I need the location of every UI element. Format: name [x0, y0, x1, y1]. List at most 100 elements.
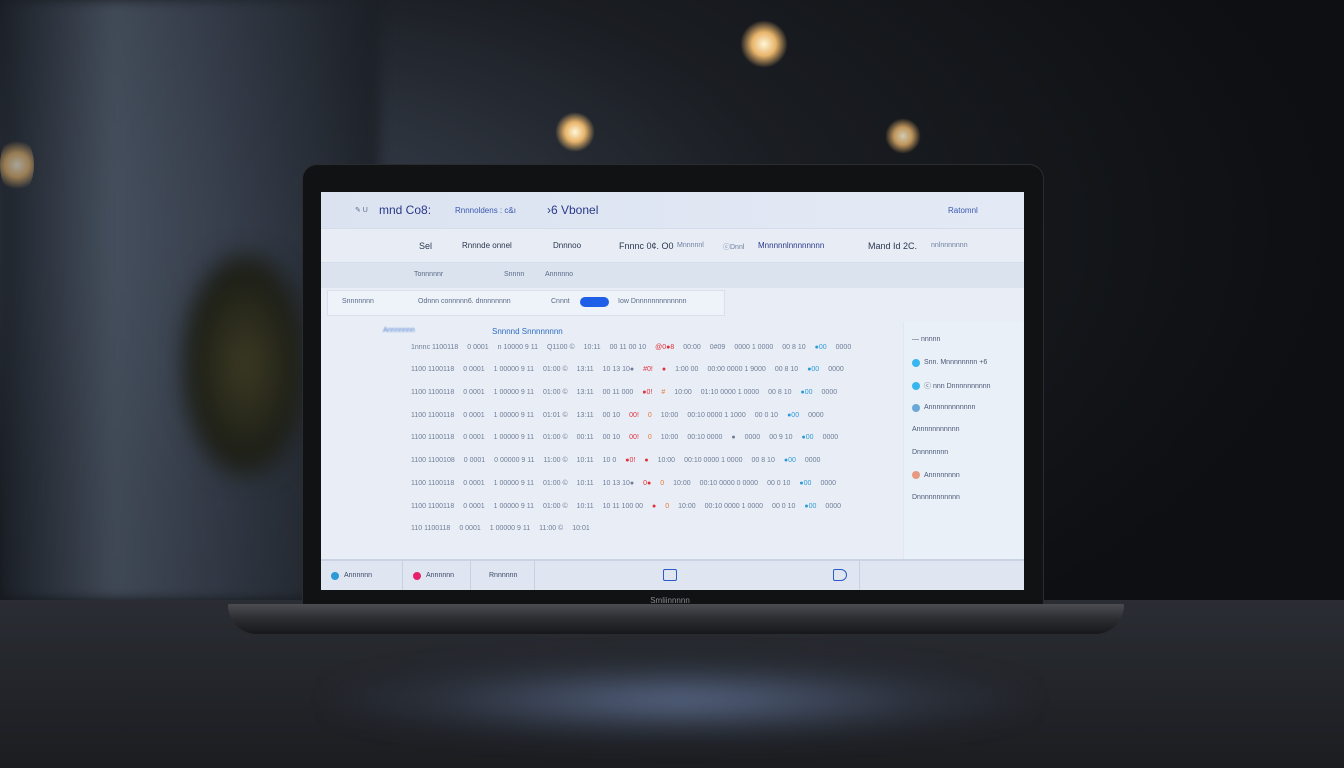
- table-cell: 00 10: [602, 434, 621, 441]
- table-row[interactable]: 1nnnc 1100118 0 0001 n 10000 9 11 Q1100 © 10…: [411, 344, 851, 351]
- table-cell: 0000: [820, 480, 837, 487]
- table-cell: 0: [647, 412, 652, 419]
- table-cell: 13:11: [576, 366, 594, 373]
- header-bar: ✎ U mnd Co8: Rnnnoldens : c&ı ›6 Vbonel …: [321, 192, 1024, 228]
- nav-item[interactable]: Dnnnoo: [553, 241, 582, 250]
- right-panel-label: Dnnnnnnnnnnn: [912, 493, 960, 501]
- table-cell: 00:10 0000 1 0000: [684, 457, 743, 464]
- status-dot: [912, 358, 920, 367]
- table-cell: 00 11 00 10: [609, 344, 647, 351]
- right-panel-label: Dnnnnnnnn: [912, 448, 949, 456]
- table-cell: 0 0001: [463, 457, 486, 464]
- table-cell: 110 1100118: [411, 525, 451, 532]
- filter-text[interactable]: Odnnn connnnn6. dnnnnnnnn: [418, 298, 511, 305]
- table-cell: 00:10 0000: [687, 434, 723, 441]
- table-cell: 1100 1100108: [411, 457, 455, 464]
- nav-item[interactable]: Sel: [419, 241, 433, 251]
- table-row[interactable]: 110 1100118 0 0001 1 00000 9 11 11:00 © 10:0…: [411, 525, 590, 532]
- window-light: [0, 135, 34, 195]
- table-cell: 00 8 10: [768, 389, 792, 396]
- table-row[interactable]: 1100 1100118 0 0001 1 00000 9 11 01:00 © 13:…: [411, 389, 837, 396]
- right-panel-item[interactable]: — nnnnn: [912, 336, 940, 343]
- table-cell: 0: [647, 434, 652, 441]
- nav-item[interactable]: Rnnnde onnel: [462, 241, 512, 250]
- table-cell: ●: [651, 503, 657, 510]
- header-account-link[interactable]: Ratomnl: [948, 206, 978, 215]
- table-cell: 1100 1100118: [411, 389, 455, 396]
- right-panel-item[interactable]: Dnnnnnnnnnnn: [912, 494, 960, 501]
- table-row[interactable]: 1100 1100118 0 0001 1 00000 9 11 01:00 © 00:…: [411, 434, 838, 441]
- filter-label: Snnnnnnn: [342, 298, 374, 305]
- nav-item[interactable]: ⓒDnnl: [723, 244, 745, 251]
- nav-item[interactable]: Mnnnnnlnnnnnnnn: [758, 241, 825, 250]
- table-row[interactable]: 1100 1100118 0 0001 1 00000 9 11 01:00 © 10:…: [411, 503, 841, 510]
- table-cell: ●: [731, 434, 736, 441]
- subnav-item[interactable]: Annnnno: [545, 271, 574, 278]
- table-cell: ●00: [783, 457, 796, 464]
- table-cell: 0000: [804, 457, 821, 464]
- filter-toggle[interactable]: [580, 297, 609, 307]
- table-cell: 1100 1100118: [411, 412, 455, 419]
- table-row[interactable]: 1100 1100108 0 0001 0 00000 9 11 11:00 © 10:…: [411, 457, 820, 464]
- footer-item[interactable]: Annnnnn: [321, 561, 403, 590]
- table-cell: 00 8 10: [782, 344, 806, 351]
- right-panel-item[interactable]: Snn. Mnnnnnnnn +6: [912, 358, 987, 367]
- table-cell: 0000: [808, 412, 824, 419]
- table-cell: 0000: [828, 366, 844, 373]
- table-cell: ●00: [787, 412, 800, 419]
- table-cell: 00 0 10: [754, 412, 779, 419]
- table-cell: 00:10 0000 1 0000: [704, 503, 764, 510]
- right-panel-item[interactable]: Annnnnnnnnnn: [912, 426, 960, 433]
- table-cell: 0 0001: [463, 503, 485, 510]
- table-row[interactable]: 1100 1100118 0 0001 1 00000 9 11 01:01 © 13:…: [411, 412, 824, 419]
- table-row[interactable]: 1100 1100118 0 0001 1 00000 9 11 01:00 © 13:…: [411, 366, 844, 373]
- table-cell: 1 00000 9 11: [493, 503, 534, 510]
- subnav-item[interactable]: Snnnn: [504, 271, 525, 278]
- status-dot: [912, 403, 920, 412]
- table-row[interactable]: 1100 1100118 0 0001 1 00000 9 11 01:00 © 10:…: [411, 480, 836, 487]
- table-cell: 0000: [821, 389, 838, 396]
- table-cell: 0 0001: [463, 412, 485, 419]
- right-panel-item[interactable]: ⓒ nnn Dnnnnnnnnnn: [912, 381, 991, 391]
- table-cell: 00:11: [576, 434, 594, 441]
- section-left[interactable]: Annnnnnn: [383, 327, 415, 334]
- right-panel-label: Annnnnnnnnnnn: [924, 404, 976, 411]
- status-dot: [413, 571, 421, 580]
- device-icon[interactable]: [833, 569, 847, 581]
- nav-item[interactable]: Mand Id 2C.: [868, 241, 918, 251]
- table-cell: 0 0001: [463, 389, 485, 396]
- footer-item[interactable]: Annnnnn: [403, 561, 471, 590]
- nav-item[interactable]: Fnnnc 0¢. O0: [619, 241, 674, 251]
- right-panel: — nnnnn Snn. Mnnnnnnnn +6 ⓒ nnn Dnnnnnnnnn…: [903, 322, 1023, 562]
- table-cell: 1 00000 9 11: [493, 434, 534, 441]
- subnav-item[interactable]: Tonnnnnr: [414, 271, 444, 278]
- table-cell: 1 00000 9 11: [493, 412, 534, 419]
- table-cell: 1100 1100118: [411, 366, 455, 373]
- pendant-light: [740, 20, 788, 68]
- nav-item[interactable]: Mnnnnnl: [677, 242, 704, 249]
- table-cell: 10 11 100 00: [602, 503, 643, 510]
- table-cell: 01:01 ©: [543, 412, 568, 419]
- background-plant: [180, 250, 310, 480]
- status-dot: [912, 471, 920, 479]
- table-cell: 00:00 0000 1 9000: [707, 366, 766, 373]
- filter-count: Cnnnt: [551, 298, 570, 305]
- laptop-screen: ✎ U mnd Co8: Rnnnoldens : c&ı ›6 Vbonel …: [321, 192, 1024, 590]
- table-cell: 10 13 10●: [602, 480, 635, 487]
- tablet-icon[interactable]: [663, 569, 677, 581]
- table-cell: 10:00: [657, 457, 676, 464]
- nav-item[interactable]: nnlnnnnnnn: [931, 242, 968, 249]
- table-cell: 1 00000 9 11: [493, 389, 534, 396]
- table-cell: 0 0001: [467, 344, 489, 351]
- table-cell: 13:11: [576, 412, 594, 419]
- right-panel-item[interactable]: Annnnnnnn: [912, 471, 960, 479]
- table-cell: 10 13 10●: [602, 366, 635, 373]
- footer-bar: Annnnnn Annnnnn Rnnnnnn: [321, 559, 1024, 590]
- table-cell: 10 0: [602, 457, 617, 464]
- table-cell: 0 0001: [463, 434, 485, 441]
- footer-item[interactable]: Rnnnnnn: [471, 561, 535, 590]
- right-panel-item[interactable]: Annnnnnnnnnnn: [912, 403, 976, 412]
- right-panel-item[interactable]: Dnnnnnnnn: [912, 449, 948, 456]
- breadcrumb[interactable]: Rnnnoldens : c&ı: [455, 206, 516, 215]
- table-cell: 1 00000 9 11: [493, 480, 534, 487]
